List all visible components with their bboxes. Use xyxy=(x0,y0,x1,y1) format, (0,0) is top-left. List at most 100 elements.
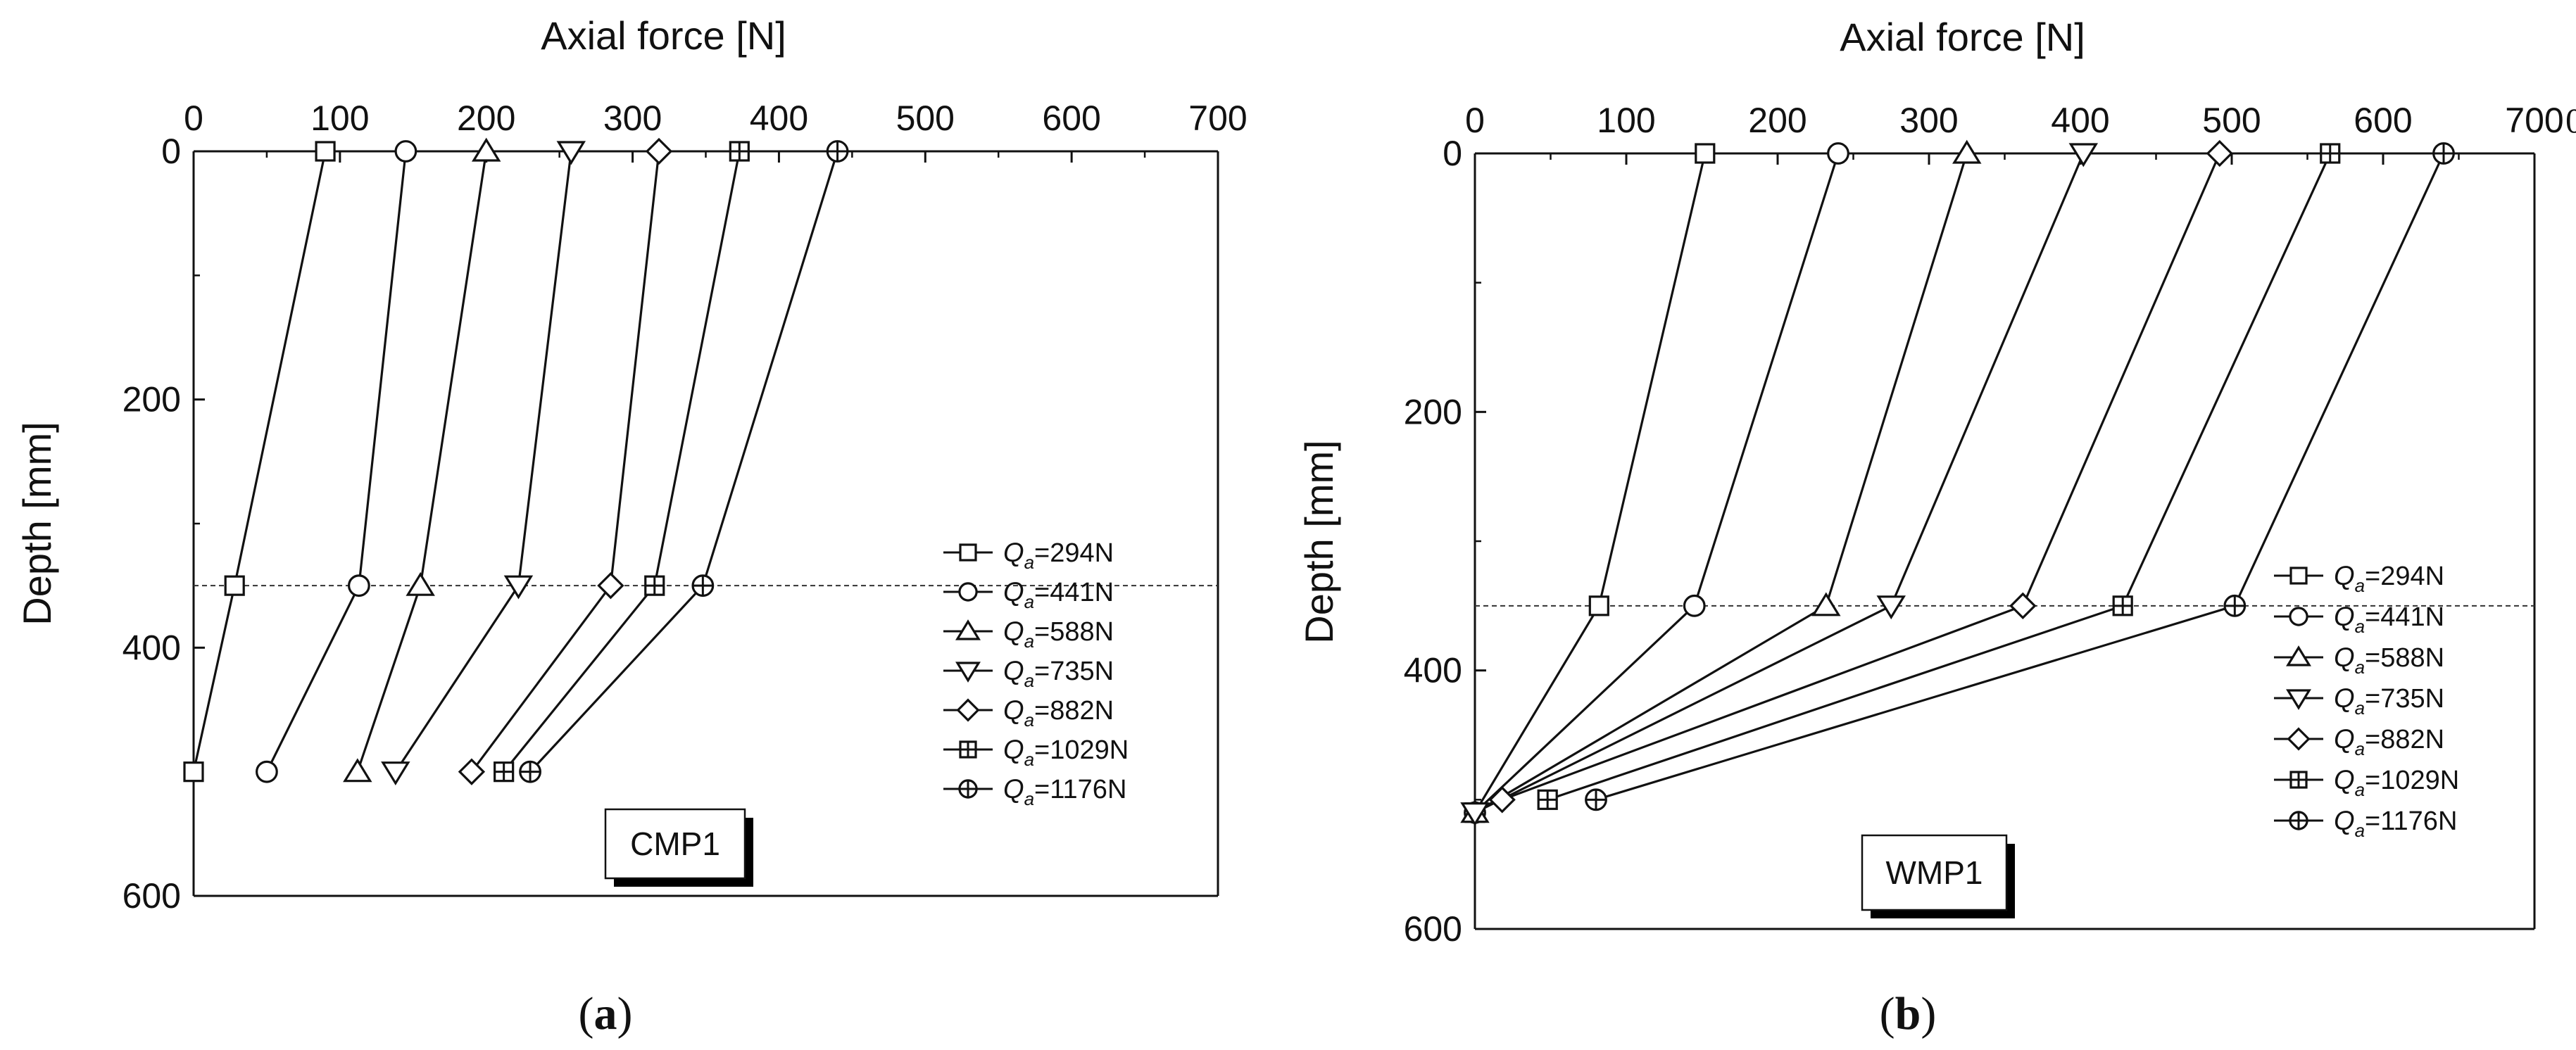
legend-entry-label: Qa=1176N xyxy=(1003,775,1126,809)
legend-name-rest: =441N xyxy=(1034,578,1114,607)
series-1 xyxy=(1464,142,1849,824)
data-point-marker xyxy=(645,137,673,165)
data-point-marker-shape xyxy=(315,141,336,162)
series-line xyxy=(1474,153,1707,814)
data-point-marker xyxy=(1537,789,1558,810)
legend-marker xyxy=(2289,771,2308,789)
legend-marker xyxy=(2286,645,2311,666)
legend-marker-shape xyxy=(2289,567,2308,585)
legend-marker xyxy=(2289,567,2308,585)
label-box-text: WMP1 xyxy=(1886,854,1983,891)
series-line xyxy=(1547,153,2332,801)
legend-name-base: Q xyxy=(1003,617,1024,647)
x-tick-label: 400 xyxy=(750,99,808,138)
series-2 xyxy=(1460,139,1982,823)
panel-label-close: ) xyxy=(617,988,633,1039)
data-point-marker xyxy=(2068,143,2099,167)
x-axis-title: Axial force [N] xyxy=(541,13,786,58)
data-point-marker-shape xyxy=(1827,142,1849,165)
panel-label: (a) xyxy=(579,988,633,1039)
series-3 xyxy=(381,141,586,785)
legend-name-rest: =1029N xyxy=(2365,766,2459,795)
series-6 xyxy=(519,140,849,783)
chart-panel-a: 0 100 200 300 400 500 600 700 0 200 400 600 Axial fo… xyxy=(15,13,1248,1039)
panel-label-letter: b xyxy=(1895,988,1921,1039)
legend-name-sub: a xyxy=(1024,631,1034,652)
data-point-marker xyxy=(826,140,849,163)
series-5 xyxy=(494,141,750,783)
series-0 xyxy=(183,141,336,783)
legend-name-base: Q xyxy=(2334,766,2355,795)
y-tick-label: 600 xyxy=(1404,909,1462,949)
series-6 xyxy=(1585,142,2455,811)
legend-name-sub: a xyxy=(2355,697,2365,719)
x-tick-label: 700 xyxy=(1188,99,1247,138)
x-tick-label: 100 xyxy=(1597,101,1655,140)
legend-name-sub: a xyxy=(2355,616,2365,637)
legend-entry-label: Qa=735N xyxy=(2334,684,2444,719)
data-point-marker xyxy=(2223,594,2247,617)
series-line xyxy=(1474,153,2085,814)
legend-marker xyxy=(2289,811,2308,830)
series-line xyxy=(356,151,488,773)
legend-entry-label: Qa=294N xyxy=(2334,562,2444,596)
x-tick-label: 500 xyxy=(896,99,955,138)
series-line xyxy=(1595,153,2445,801)
data-point-marker xyxy=(691,574,715,597)
x-tick-label: 300 xyxy=(1899,101,1958,140)
series-line xyxy=(503,151,741,773)
panel-label-open: ( xyxy=(579,988,594,1039)
legend-marker xyxy=(959,740,977,759)
data-point-marker-shape xyxy=(183,761,204,783)
legend-marker xyxy=(955,662,981,683)
x-tick-label: 0 xyxy=(1465,101,1485,140)
panel-label: (b) xyxy=(1880,988,1937,1039)
data-point-marker xyxy=(406,571,435,596)
series-line xyxy=(470,151,660,773)
data-point-marker xyxy=(1488,786,1516,814)
y-tick-label: 0 xyxy=(161,132,181,171)
legend-name-rest: =441N xyxy=(2365,602,2444,632)
legend-name-sub: a xyxy=(1024,552,1034,573)
legend-name-base: Q xyxy=(2334,562,2355,591)
legend-name-rest: =735N xyxy=(1034,657,1114,686)
legend-name-sub: a xyxy=(2355,779,2365,800)
legend-name-base: Q xyxy=(1003,538,1024,568)
series-line xyxy=(1474,153,1968,814)
x-tick-label: 200 xyxy=(1748,101,1807,140)
legend-name-base: Q xyxy=(1003,735,1024,765)
data-point-marker xyxy=(503,575,534,600)
x-tick-label-suffix: 0 xyxy=(2565,101,2576,140)
data-point-marker xyxy=(256,760,278,783)
series-line xyxy=(1502,153,2221,801)
data-point-marker-shape xyxy=(1683,594,1706,617)
legend-name-sub: a xyxy=(1024,670,1034,691)
y-tick-label: 600 xyxy=(122,876,181,916)
data-point-marker xyxy=(1588,595,1609,616)
data-point-marker xyxy=(1585,788,1607,811)
data-point-marker xyxy=(597,572,624,600)
y-tick-label: 200 xyxy=(1404,392,1462,431)
legend-entry-label: Qa=441N xyxy=(1003,578,1114,612)
legend-marker xyxy=(2287,727,2311,751)
data-point-marker xyxy=(2206,139,2233,167)
data-point-marker-shape xyxy=(394,140,417,163)
legend-name-base: Q xyxy=(2334,807,2355,836)
label-box xyxy=(604,808,746,880)
legend-name-rest: =294N xyxy=(1034,538,1114,568)
series-1 xyxy=(256,140,417,783)
legend-name-rest: =882N xyxy=(1034,696,1114,726)
legend-marker xyxy=(956,698,980,722)
data-point-marker xyxy=(381,761,410,785)
legend-marker-shape xyxy=(958,582,978,602)
data-point-marker-shape xyxy=(224,575,245,596)
legend: Qa=294NQa=441NQa=588NQa=735NQa=882NQa=10… xyxy=(2274,562,2459,841)
y-tick-label: 200 xyxy=(122,380,181,419)
legend-name-base: Q xyxy=(2334,684,2355,714)
legend-marker xyxy=(958,582,978,602)
x-tick-label: 200 xyxy=(457,99,515,138)
legend-marker xyxy=(2286,689,2311,710)
data-point-marker-shape xyxy=(1695,143,1716,164)
legend-name-sub: a xyxy=(2355,820,2365,841)
series-3 xyxy=(1460,143,2099,827)
